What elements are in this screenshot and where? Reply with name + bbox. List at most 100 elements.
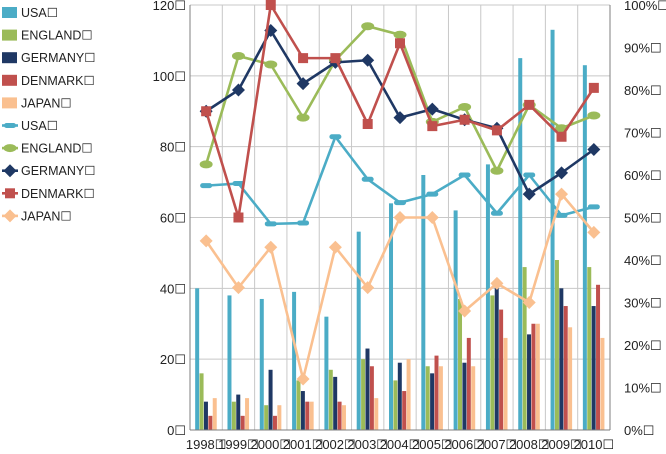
point-marker xyxy=(296,77,310,91)
x-tick-label: 2005☐ xyxy=(412,437,453,452)
right-y-axis-ticks: 0%☐ 10%☐ 20%☐ 30%☐ 40%☐ 50%☐ 60%☐ 70%☐ 80%☐ 90%☐ 1… xyxy=(624,0,666,438)
x-axis-ticks: 1998☐1999☐2000☐2001☐2002☐2003☐2004☐2005☐… xyxy=(186,437,614,452)
bar xyxy=(563,306,568,430)
bar xyxy=(333,376,338,430)
left-tick-label: 60☐ xyxy=(160,211,186,226)
x-tick-label: 2003☐ xyxy=(347,437,388,452)
bar xyxy=(397,362,402,430)
legend-swatch xyxy=(2,97,17,109)
bar xyxy=(462,362,467,430)
bar xyxy=(296,380,301,430)
point-marker xyxy=(458,172,471,178)
legend-label: DENMARK☐ xyxy=(21,74,95,88)
legend: USA☐ ENGLAND☐ GERMANY☐ DENMARK☐ JAPAN☐ USA☐ EN… xyxy=(2,6,95,223)
legend-label: ENGLAND☐ xyxy=(21,29,93,43)
x-tick-label: 2004☐ xyxy=(380,437,421,452)
bar xyxy=(337,401,342,430)
point-marker xyxy=(231,83,245,97)
right-tick-label: 0%☐ xyxy=(624,423,654,438)
right-tick-label: 80%☐ xyxy=(624,83,662,98)
point-marker xyxy=(555,212,568,218)
bar xyxy=(490,295,495,430)
x-tick-label: 2002☐ xyxy=(315,437,356,452)
bar xyxy=(268,369,273,430)
bar xyxy=(212,398,217,430)
point-marker xyxy=(490,210,503,216)
bar xyxy=(393,380,398,430)
point-marker xyxy=(458,103,472,111)
point-marker xyxy=(425,102,439,116)
point-marker xyxy=(393,111,407,125)
bar-series-group xyxy=(195,29,605,431)
bar xyxy=(240,415,245,430)
right-tick-label: 70%☐ xyxy=(624,126,662,141)
point-marker xyxy=(587,225,601,239)
point-marker xyxy=(393,30,407,39)
point-marker xyxy=(296,113,310,122)
left-y-axis-ticks: 0☐ 20☐ 40☐ 60☐ 80☐ 100☐ 120☐ xyxy=(153,0,186,438)
bar xyxy=(277,405,282,430)
point-marker xyxy=(458,304,472,318)
legend-swatch xyxy=(2,52,17,64)
legend-swatch xyxy=(2,74,17,86)
point-marker xyxy=(361,53,375,67)
point-marker xyxy=(200,183,213,189)
bar xyxy=(527,334,532,430)
left-tick-label: 40☐ xyxy=(160,281,186,296)
point-marker xyxy=(233,212,244,223)
point-marker xyxy=(3,209,17,223)
point-marker xyxy=(522,296,536,309)
bar xyxy=(195,288,200,430)
point-marker xyxy=(231,281,245,295)
x-tick-label: 1998☐ xyxy=(186,437,227,452)
bar xyxy=(430,373,435,430)
bar xyxy=(466,337,471,430)
bar xyxy=(374,398,379,430)
point-marker xyxy=(264,221,277,227)
point-marker xyxy=(522,187,536,201)
x-tick-label: 2010☐ xyxy=(574,437,615,452)
bar xyxy=(402,391,407,430)
bar xyxy=(494,284,499,430)
bar xyxy=(499,309,504,430)
right-tick-label: 50%☐ xyxy=(624,211,662,226)
legend-swatch xyxy=(2,7,17,18)
point-marker xyxy=(395,38,405,49)
bar xyxy=(453,210,458,430)
right-tick-label: 100%☐ xyxy=(624,0,666,13)
point-marker xyxy=(265,0,276,10)
bar xyxy=(568,327,573,430)
bar xyxy=(341,405,346,430)
point-marker xyxy=(490,166,504,175)
left-tick-label: 120☐ xyxy=(153,0,186,13)
bar xyxy=(485,164,490,430)
legend-label: USA☐ xyxy=(21,119,58,133)
point-marker xyxy=(556,131,567,142)
point-marker xyxy=(4,123,16,128)
right-tick-label: 10%☐ xyxy=(624,381,662,396)
bar xyxy=(591,306,596,430)
point-marker xyxy=(587,204,600,210)
legend-label: DENMARK☐ xyxy=(21,187,95,201)
bar xyxy=(199,373,204,430)
bar xyxy=(365,348,370,430)
bar xyxy=(203,401,208,430)
bar xyxy=(264,405,269,430)
bar xyxy=(292,291,297,430)
bar xyxy=(587,267,592,430)
bar xyxy=(208,415,213,430)
point-marker xyxy=(459,114,470,125)
bar xyxy=(535,323,540,430)
bar xyxy=(227,295,232,430)
bar xyxy=(434,355,439,430)
bar xyxy=(582,65,587,430)
point-marker xyxy=(425,211,439,224)
bar xyxy=(328,369,333,430)
bar xyxy=(231,401,236,430)
x-tick-label: 2008☐ xyxy=(509,437,550,452)
point-marker xyxy=(298,53,309,64)
point-marker xyxy=(232,181,245,186)
bar xyxy=(369,366,374,430)
x-tick-label: 1999☐ xyxy=(218,437,259,452)
point-marker xyxy=(426,191,439,197)
